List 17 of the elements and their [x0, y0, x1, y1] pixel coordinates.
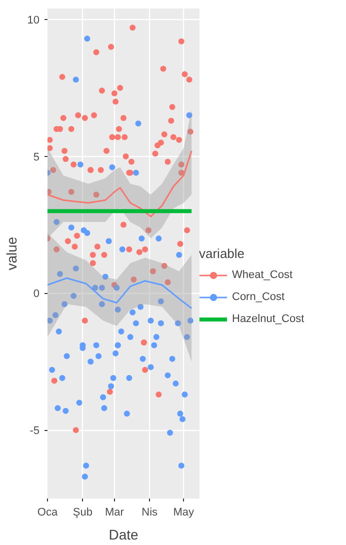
x-tick-label: May — [173, 506, 195, 518]
x-tick-label: Nis — [142, 506, 158, 518]
line-series — [48, 277, 192, 309]
y-axis-title: value — [3, 236, 20, 270]
y-tick-label: -5 — [30, 425, 40, 438]
x-axis-title: Date — [108, 526, 138, 542]
legend-label: Wheat_Cost — [232, 269, 293, 281]
y-tick-label: 10 — [27, 14, 40, 26]
line-series — [48, 150, 192, 218]
legend-label: Corn_Cost — [232, 291, 285, 303]
legend-title: variable — [199, 246, 246, 261]
x-tick-label: Mar — [104, 506, 124, 518]
x-tick-label: Oca — [37, 506, 58, 518]
y-tick-label: 0 — [33, 288, 40, 300]
x-tick-label: Şub — [72, 506, 92, 518]
legend-label: Hazelnut_Cost — [232, 313, 304, 325]
y-tick-label: 5 — [33, 151, 40, 164]
